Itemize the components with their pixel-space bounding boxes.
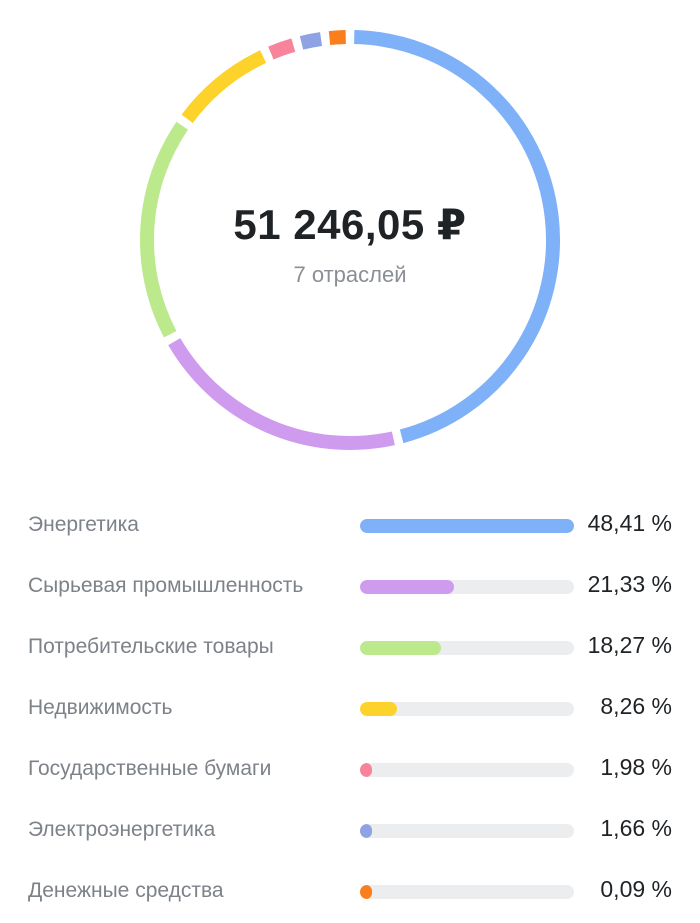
sector-label: Сырьевая промышленность — [28, 574, 304, 597]
donut-segment-7[interactable] — [328, 30, 346, 46]
sector-percent: 1,66 % — [600, 815, 672, 841]
sector-label: Потребительские товары — [28, 635, 274, 658]
legend-row[interactable]: Энергетика 48,41 % — [0, 496, 700, 557]
sector-bar-fill — [360, 641, 441, 655]
sector-bar-fill — [360, 763, 372, 777]
sector-bar-track — [360, 519, 574, 533]
donut-chart: 51 246,05 ₽ 7 отраслей — [140, 30, 560, 450]
sector-bar-fill — [360, 519, 574, 533]
sector-bar-fill — [360, 702, 397, 716]
portfolio-total: 51 246,05 ₽ — [233, 201, 467, 248]
sector-label: Электроэнергетика — [28, 818, 216, 841]
sector-percent: 18,27 % — [587, 632, 672, 658]
donut-segment-6[interactable] — [299, 32, 323, 50]
sector-label: Государственные бумаги — [28, 757, 272, 780]
sector-bar-track — [360, 885, 574, 899]
sector-bar-track — [360, 824, 574, 838]
donut-segment-4[interactable] — [181, 50, 267, 124]
sector-label: Недвижимость — [28, 696, 173, 719]
sector-bar-track — [360, 580, 574, 594]
legend-row[interactable]: Денежные средства 0,09 % — [0, 862, 700, 923]
legend-row[interactable]: Электроэнергетика 1,66 % — [0, 801, 700, 862]
sector-percent: 48,41 % — [587, 510, 672, 536]
sector-percent: 1,98 % — [600, 754, 672, 780]
donut-svg — [140, 30, 560, 450]
legend-row[interactable]: Государственные бумаги 1,98 % — [0, 740, 700, 801]
donut-segment-2[interactable] — [168, 338, 395, 450]
sector-label: Энергетика — [28, 513, 139, 536]
sector-label: Денежные средства — [28, 879, 224, 902]
donut-segment-3[interactable] — [140, 121, 189, 338]
legend-row[interactable]: Потребительские товары 18,27 % — [0, 618, 700, 679]
sector-bar-track — [360, 763, 574, 777]
sector-percent: 0,09 % — [600, 876, 672, 902]
donut-segment-5[interactable] — [268, 38, 296, 60]
sector-bar-fill — [360, 824, 372, 838]
sector-bar-fill — [360, 580, 454, 594]
sector-bar-track — [360, 702, 574, 716]
sectors-count: 7 отраслей — [293, 262, 407, 287]
donut-segment-1[interactable] — [354, 30, 560, 444]
legend-row[interactable]: Недвижимость 8,26 % — [0, 679, 700, 740]
sector-bar-track — [360, 641, 574, 655]
sector-percent: 21,33 % — [587, 571, 672, 597]
legend-row[interactable]: Сырьевая промышленность 21,33 % — [0, 557, 700, 618]
sector-bar-fill — [360, 885, 372, 899]
sector-percent: 8,26 % — [600, 693, 672, 719]
